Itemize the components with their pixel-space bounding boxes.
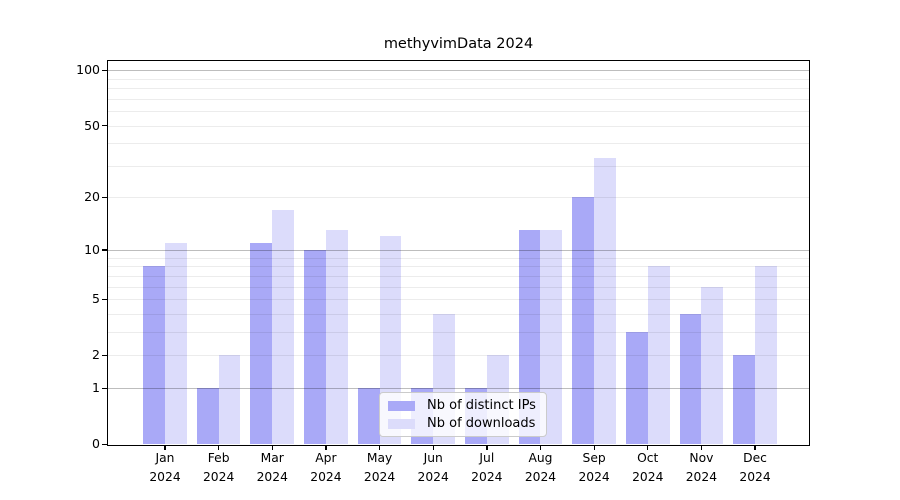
bar-distinct-ips-nov: [679, 313, 702, 445]
bar-distinct-ips-apr: [304, 249, 326, 445]
bar-distinct-ips-jan: [143, 266, 165, 445]
x-tick-mark: [539, 445, 542, 450]
legend-item-distinct-ips: Nb of distinct IPs: [388, 398, 536, 413]
x-tick-mark: [378, 445, 381, 450]
y-tick-mark: [102, 354, 108, 357]
x-tick-label-apr: Apr 2024: [310, 451, 342, 484]
bar-distinct-ips-mar: [250, 242, 273, 445]
x-tick-mark: [754, 445, 756, 450]
bar-distinct-ips-feb: [196, 388, 219, 445]
bar-distinct-ips-aug: [518, 230, 541, 445]
legend-swatch-distinct-ips: [388, 400, 415, 411]
bar-downloads-dec: [755, 266, 777, 445]
x-tick-mark: [593, 445, 595, 450]
bar-distinct-ips-may: [357, 388, 380, 445]
y-tick-label: 10: [84, 241, 100, 257]
bar-distinct-ips-oct: [625, 331, 648, 445]
legend: Nb of distinct IPs Nb of downloads: [379, 392, 547, 437]
x-tick-mark: [218, 445, 220, 450]
y-tick-mark: [102, 125, 108, 127]
x-tick-mark: [271, 445, 273, 450]
bar-downloads-mar: [272, 209, 295, 445]
y-tick-label: 0: [92, 436, 100, 452]
x-tick-mark: [486, 445, 488, 450]
x-tick-label-sep: Sep 2024: [578, 451, 610, 484]
x-tick-label-jan: Jan 2024: [149, 451, 181, 484]
x-tick-label-aug: Aug 2024: [524, 451, 557, 484]
x-tick-label-nov: Nov 2024: [685, 451, 718, 484]
x-tick-label-jul: Jul 2024: [471, 451, 503, 484]
y-tick-mark: [102, 69, 108, 71]
bar-downloads-aug: [540, 230, 563, 445]
x-tick-mark: [700, 445, 703, 450]
x-tick-label-oct: Oct 2024: [632, 451, 664, 484]
bar-downloads-jan: [165, 242, 187, 445]
legend-item-downloads: Nb of downloads: [388, 416, 536, 431]
x-tick-label-mar: Mar 2024: [256, 451, 288, 484]
bars-layer: [108, 61, 809, 445]
y-tick-mark: [102, 443, 108, 446]
bar-downloads-oct: [647, 266, 670, 445]
bar-distinct-ips-sep: [572, 197, 595, 445]
x-tick-mark: [164, 445, 166, 450]
x-tick-mark: [647, 445, 649, 450]
x-tick-label-feb: Feb 2024: [202, 451, 235, 484]
y-tick-mark: [102, 387, 108, 389]
x-tick-label-jun: Jun 2024: [417, 451, 449, 484]
bar-downloads-feb: [218, 355, 241, 445]
bar-downloads-sep: [594, 158, 616, 445]
plot-area: Nb of distinct IPs Nb of downloads: [107, 60, 810, 446]
legend-swatch-downloads: [388, 418, 415, 429]
bar-downloads-nov: [701, 286, 724, 445]
x-tick-label-may: May 2024: [363, 451, 396, 484]
y-tick-mark: [102, 298, 108, 300]
bar-downloads-apr: [325, 230, 348, 445]
chart-title: methyvimData 2024: [383, 36, 534, 52]
x-tick-mark: [325, 445, 327, 450]
y-tick-mark: [102, 249, 108, 251]
y-tick-label: 5: [92, 291, 100, 307]
y-tick-label: 2: [92, 347, 100, 363]
x-tick-mark: [432, 445, 434, 450]
y-tick-label: 50: [84, 117, 100, 133]
y-tick-mark: [102, 196, 108, 199]
legend-label-downloads: Nb of downloads: [427, 416, 536, 431]
y-tick-label: 100: [76, 62, 100, 78]
x-tick-label-dec: Dec 2024: [739, 451, 771, 484]
bar-distinct-ips-dec: [733, 355, 756, 445]
y-tick-label: 20: [84, 189, 100, 205]
y-tick-label: 1: [92, 380, 100, 396]
legend-label-distinct-ips: Nb of distinct IPs: [427, 398, 536, 413]
